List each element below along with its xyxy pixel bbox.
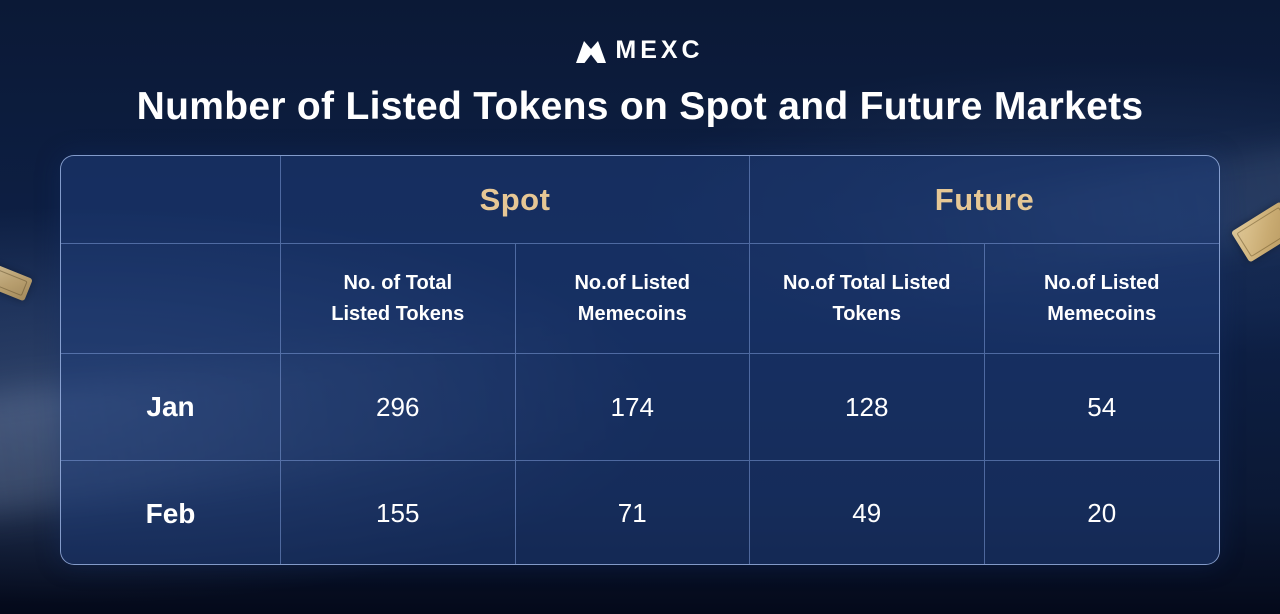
cell-value: 296	[376, 391, 420, 422]
row-label: Jan	[146, 391, 195, 422]
row-label: Feb	[145, 497, 196, 529]
table-cell: 128	[750, 354, 985, 461]
cell-value: 20	[1087, 498, 1117, 528]
group-label-spot: Spot	[479, 181, 551, 217]
column-header-spot-memecoins: No.of Listed Memecoins	[515, 244, 750, 354]
brand-logo: MEXC	[0, 36, 1280, 65]
column-header-label: No.of Listed Memecoins	[1043, 271, 1160, 325]
cell-value: 71	[617, 498, 647, 528]
group-label-future: Future	[934, 181, 1035, 217]
cell-value: 128	[845, 391, 889, 422]
row-label-cell-feb: Feb	[61, 461, 281, 564]
cell-value: 54	[1087, 391, 1117, 422]
table-cell: 155	[281, 461, 516, 564]
tokens-table: Spot Future No. of Total Listed Tokens N…	[60, 155, 1220, 565]
row-label-cell-jan: Jan	[61, 354, 281, 461]
column-header-label: No. of Total Listed Tokens	[331, 271, 465, 325]
cell-value: 155	[376, 498, 420, 528]
group-header-spot: Spot	[281, 156, 750, 244]
brand-logo-text: MEXC	[615, 36, 704, 64]
table-cell: 54	[984, 354, 1219, 461]
tokens-table-grid: Spot Future No. of Total Listed Tokens N…	[61, 156, 1219, 564]
group-header-future: Future	[750, 156, 1219, 244]
column-header-future-memecoins: No.of Listed Memecoins	[984, 244, 1219, 354]
column-header-empty	[61, 244, 281, 354]
cell-value: 174	[610, 391, 654, 422]
column-header-label: No.of Listed Memecoins	[574, 271, 691, 325]
table-cell: 174	[515, 354, 750, 461]
table-cell: 71	[515, 461, 750, 564]
corner-cell	[61, 156, 281, 244]
table-cell: 20	[984, 461, 1219, 564]
table-cell: 296	[281, 354, 516, 461]
page-title: Number of Listed Tokens on Spot and Futu…	[136, 85, 1144, 128]
mexc-logo-icon	[576, 37, 607, 64]
column-header-future-total: No.of Total Listed Tokens	[750, 244, 985, 354]
cell-value: 49	[852, 498, 882, 528]
column-header-label: No.of Total Listed Tokens	[783, 271, 951, 325]
column-header-spot-total: No. of Total Listed Tokens	[281, 244, 516, 354]
table-cell: 49	[750, 461, 985, 564]
